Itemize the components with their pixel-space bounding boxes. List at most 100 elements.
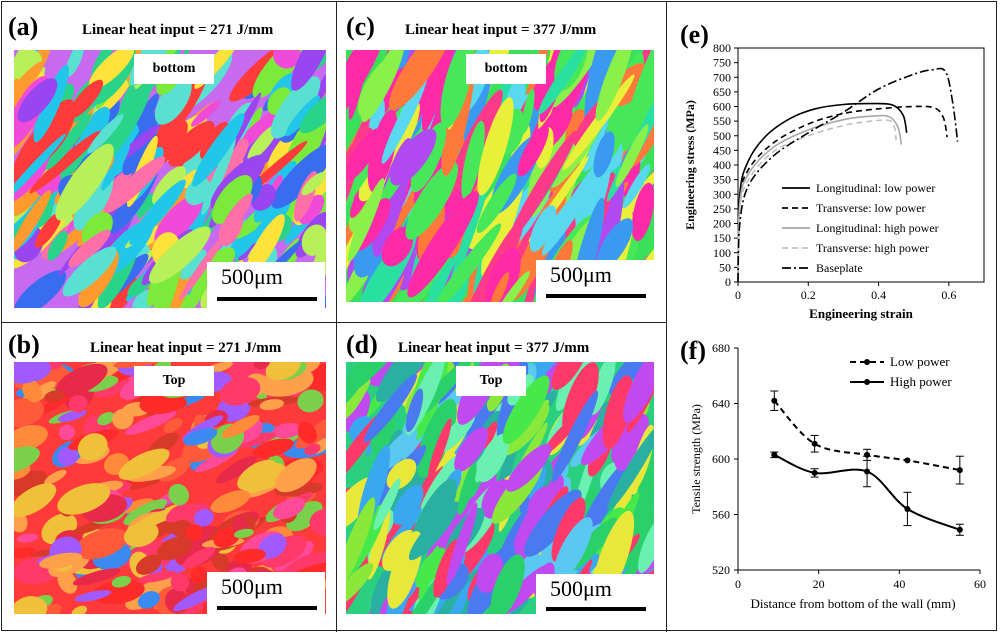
grain (367, 507, 391, 580)
y-tick-label: 400 (713, 158, 731, 172)
grain (529, 205, 557, 252)
grain (145, 256, 183, 308)
grain (14, 60, 45, 111)
y-tick-label: 520 (712, 563, 730, 577)
grain (47, 230, 68, 261)
legend-entry: Longitudinal: low power (816, 181, 935, 195)
grain (428, 418, 452, 479)
grain (272, 497, 306, 520)
grain (14, 397, 45, 428)
y-tick-label: 450 (713, 143, 731, 157)
grain (44, 390, 65, 403)
grain (275, 458, 317, 493)
grain (457, 462, 477, 515)
y-tick-label: 150 (713, 231, 731, 245)
grain (193, 508, 214, 527)
y-tick-label: 650 (713, 85, 731, 99)
grain (361, 50, 405, 122)
grain (182, 546, 216, 569)
scale-bar (217, 606, 317, 610)
grain (126, 465, 176, 482)
grain (156, 536, 192, 561)
grain (563, 74, 635, 171)
grain (313, 294, 326, 308)
grain (89, 277, 138, 308)
grain (221, 193, 253, 234)
grain (489, 272, 510, 302)
grain (496, 271, 530, 302)
panel-letter: (b) (8, 330, 40, 359)
grain (311, 59, 326, 107)
x-tick-label: 20 (813, 577, 825, 591)
grain (538, 50, 587, 115)
grain (407, 191, 479, 298)
panel-title: Linear heat input = 271 J/mm (82, 22, 274, 38)
grain (165, 503, 190, 523)
grain (301, 171, 326, 196)
grain (405, 161, 458, 240)
panel-letter: (d) (346, 330, 378, 359)
x-tick-label: 0.2 (801, 288, 816, 302)
grain (346, 562, 374, 607)
grain (299, 88, 326, 134)
legend-marker (864, 359, 870, 365)
grain (14, 547, 37, 559)
grain (58, 424, 76, 441)
x-tick-label: 0.6 (941, 288, 956, 302)
grain (285, 95, 320, 137)
grain (17, 78, 58, 123)
grain (621, 50, 654, 152)
x-tick-label: 0 (735, 577, 741, 591)
grain (286, 500, 323, 532)
grain (123, 499, 167, 526)
scale-box: 500μm (207, 262, 325, 308)
grain (607, 423, 654, 511)
scale-bar (546, 294, 646, 298)
grain (14, 50, 49, 89)
grain (213, 526, 241, 548)
data-point (956, 467, 963, 474)
grain (14, 424, 48, 452)
panel-letter: (c) (346, 12, 375, 41)
grain (521, 88, 535, 134)
grain (34, 212, 62, 249)
grain (129, 179, 186, 245)
grain (454, 427, 489, 472)
grain (62, 246, 117, 297)
grain (448, 166, 493, 293)
y-tick-label: 250 (713, 202, 731, 216)
grain (137, 571, 177, 583)
grain (270, 76, 321, 139)
grain (190, 566, 208, 586)
grain (273, 50, 301, 69)
x-axis-label: Engineering strain (809, 306, 913, 321)
grain (602, 375, 634, 450)
grain (135, 554, 162, 575)
grain (393, 485, 424, 525)
grain (446, 502, 478, 585)
grain (253, 362, 270, 370)
data-point (904, 505, 911, 512)
grain (77, 433, 108, 461)
column-divider-right (666, 1, 667, 632)
panel-letter-e: (e) (680, 20, 709, 49)
grain (271, 143, 326, 209)
grain (418, 545, 440, 601)
grain (381, 73, 428, 164)
grain (103, 156, 166, 213)
x-tick-label: 0.4 (871, 288, 886, 302)
grain (92, 579, 145, 605)
data-point (771, 397, 778, 404)
grain (45, 113, 92, 170)
grain (199, 121, 229, 160)
grain (291, 50, 326, 91)
grain (111, 575, 132, 588)
y-tick-label: 50 (719, 260, 731, 274)
grain (88, 50, 135, 90)
y-tick-label: 600 (712, 452, 730, 466)
grain (148, 226, 211, 284)
grain (118, 448, 170, 480)
panel-letter: (a) (8, 12, 39, 41)
grain (517, 124, 549, 177)
grain (55, 143, 114, 221)
